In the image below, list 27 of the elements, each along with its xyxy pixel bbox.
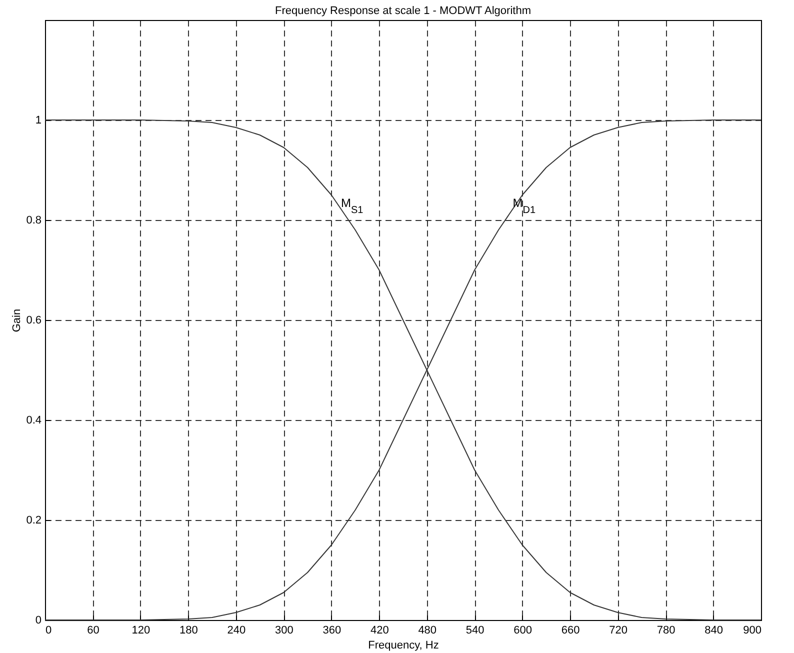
x-tick-label: 60 (87, 624, 100, 636)
x-tick-label: 300 (274, 624, 294, 636)
x-tick-label: 240 (227, 624, 246, 636)
x-tick-label: 720 (609, 624, 628, 636)
x-tick-label: 780 (656, 624, 676, 636)
y-tick-label: 0.6 (26, 314, 42, 326)
x-tick-label: 120 (132, 624, 150, 636)
x-tick-label: 420 (370, 624, 389, 636)
line-series (44, 120, 762, 620)
y-tick-label: 0.8 (26, 214, 42, 226)
y-tick-label: 1 (35, 114, 42, 126)
x-tick-label: 600 (514, 624, 532, 636)
x-tick-label: 900 (743, 624, 762, 636)
chart-title: Frequency Response at scale 1 - MODWT Algorithm (275, 5, 531, 17)
y-axis-title: Gain (11, 308, 24, 332)
x-tick-label: 480 (418, 624, 437, 636)
x-tick-label: 540 (466, 624, 484, 636)
annotation: M$_{S1}$ (340, 196, 364, 216)
x-tick-label: 840 (704, 624, 723, 636)
x-tick-label: 180 (180, 624, 198, 636)
x-tick-label: 0 (46, 624, 52, 636)
x-tick-label: 660 (561, 624, 580, 636)
x-tick-label: 360 (322, 624, 342, 636)
y-tick-label: 0 (35, 614, 42, 626)
y-tick-label: 0.2 (26, 514, 42, 526)
y-tick-label: 0.4 (26, 414, 42, 426)
x-axis-title: Frequency, Hz (368, 640, 439, 652)
